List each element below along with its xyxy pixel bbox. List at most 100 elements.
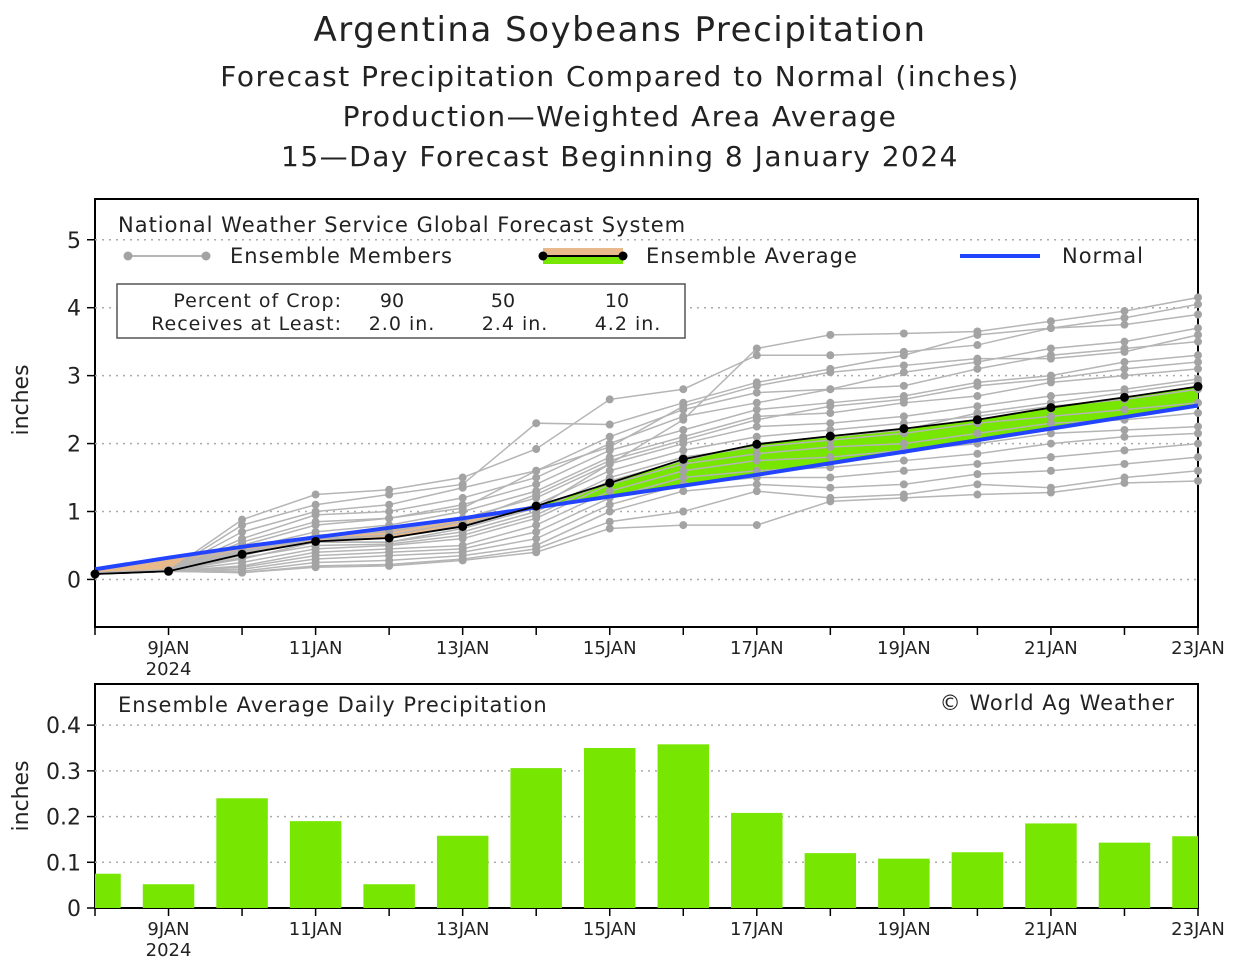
ensemble-member-line — [94, 432, 1199, 575]
ensemble-member-point — [1194, 439, 1202, 448]
ensemble-average-point — [384, 533, 394, 543]
ensemble-average-point — [678, 454, 688, 464]
ensemble-member-point — [973, 330, 982, 339]
daily-precip-bar — [657, 744, 709, 908]
ensemble-member-line — [94, 456, 1199, 575]
ensemble-member-point — [1046, 354, 1055, 363]
ensemble-member-point — [1120, 478, 1129, 487]
bottom-y-tick-label: 0.1 — [46, 851, 81, 876]
ensemble-member-point — [311, 563, 320, 572]
daily-precip-bar — [363, 884, 415, 908]
ensemble-member-point — [385, 490, 394, 499]
ensemble-member-point — [752, 432, 761, 441]
daily-precip-bar — [731, 812, 783, 908]
ensemble-member-point — [458, 504, 467, 513]
ensemble-average-point — [90, 569, 100, 579]
crop-row1-label: Percent of Crop: — [173, 290, 342, 312]
ensemble-member-point — [311, 490, 320, 499]
x-tick-label: 21JAN — [1024, 638, 1078, 659]
ensemble-member-point — [1120, 405, 1129, 414]
x-tick-label: 19JAN — [877, 919, 931, 940]
top-y-axis-label: inches — [9, 364, 34, 435]
daily-precip-bar — [510, 768, 562, 908]
ensemble-member-point — [1120, 446, 1129, 455]
ensemble-average-line — [94, 385, 1199, 575]
bottom-gridlines — [95, 724, 1198, 864]
ensemble-member-point — [679, 473, 688, 482]
anomaly-segment — [903, 419, 978, 452]
ensemble-member-point — [458, 493, 467, 502]
ensemble-member-point — [973, 449, 982, 458]
normal-line-group — [94, 403, 1199, 572]
ensemble-member-point — [973, 429, 982, 438]
ensemble-member-point — [238, 568, 247, 577]
ensemble-member-point — [1194, 422, 1202, 431]
ensemble-member-point — [752, 487, 761, 496]
ensemble-member-point — [679, 436, 688, 445]
ensemble-member-point — [1194, 409, 1202, 417]
ensemble-average-point — [972, 415, 982, 425]
ensemble-member-point — [752, 351, 761, 360]
ensemble-member-point — [752, 344, 761, 353]
x-tick-label: 11JAN — [289, 638, 343, 659]
ensemble-member-point — [532, 490, 541, 499]
normal-line — [94, 403, 1199, 572]
ensemble-average-point — [605, 478, 615, 488]
ensemble-member-point — [973, 392, 982, 401]
legend-members-dot — [123, 251, 133, 261]
ensemble-member-point — [679, 385, 688, 394]
ensemble-member-point — [605, 466, 614, 475]
crop-box-frame — [116, 283, 686, 339]
ensemble-member-point — [311, 510, 320, 519]
ensemble-member-point — [385, 500, 394, 509]
ensemble-member-point — [1120, 432, 1129, 441]
ensemble-member-point — [826, 497, 835, 506]
ensemble-member-point — [826, 402, 835, 411]
ensemble-member-point — [752, 381, 761, 390]
ensemble-member-point — [752, 405, 761, 414]
ensemble-member-point — [1120, 459, 1129, 468]
chart-subtitle-2: Production—Weighted Area Average — [342, 100, 898, 133]
ensemble-member-point — [1194, 466, 1202, 475]
legend-normal-label: Normal — [1062, 244, 1144, 268]
ensemble-member-point — [458, 473, 467, 482]
top-y-axis: 0 1 2 3 4 5 — [67, 229, 95, 593]
ensemble-member-point — [679, 425, 688, 434]
ensemble-member-point — [899, 439, 908, 448]
legend-above-swatch — [543, 256, 623, 264]
ensemble-member-point — [826, 419, 835, 428]
legend-source: National Weather Service Global Forecast… — [118, 213, 686, 237]
ensemble-member-point — [826, 385, 835, 394]
ensemble-member-point — [899, 466, 908, 475]
ensemble-member-point — [826, 473, 835, 482]
top-y-tick-label: 2 — [67, 433, 81, 458]
crop-percent-10: 10 — [605, 290, 629, 312]
ensemble-average-point — [1193, 382, 1203, 391]
bottom-y-tick-label: 0.3 — [46, 760, 81, 785]
ensemble-average-point — [899, 424, 909, 434]
x-tick-label: 17JAN — [730, 919, 784, 940]
ensemble-member-point — [1120, 364, 1129, 373]
daily-precip-bar — [289, 821, 342, 908]
ensemble-member-point — [385, 514, 394, 523]
bottom-y-axis: 0 0.1 0.2 0.3 0.4 — [46, 714, 95, 922]
ensemble-average-point — [237, 549, 247, 559]
x-tick-label: 15JAN — [583, 638, 637, 659]
ensemble-member-point — [899, 361, 908, 370]
x-tick-year: 2024 — [146, 940, 192, 961]
ensemble-member-line — [94, 327, 1199, 575]
anomaly-segment — [1124, 386, 1198, 418]
ensemble-member-point — [1194, 300, 1202, 309]
daily-precip-bar — [1172, 836, 1198, 908]
ensemble-member-point — [899, 480, 908, 489]
ensemble-member-point — [458, 556, 467, 565]
ensemble-member-point — [1194, 358, 1202, 367]
ensemble-member-point — [973, 480, 982, 489]
ensemble-member-point — [1046, 429, 1055, 438]
ensemble-member-point — [1194, 429, 1202, 438]
crop-amount-90: 2.0 in. — [369, 313, 436, 335]
daily-precip-bar — [436, 835, 489, 908]
ensemble-member-point — [1046, 453, 1055, 462]
ensemble-member-point — [679, 521, 688, 530]
